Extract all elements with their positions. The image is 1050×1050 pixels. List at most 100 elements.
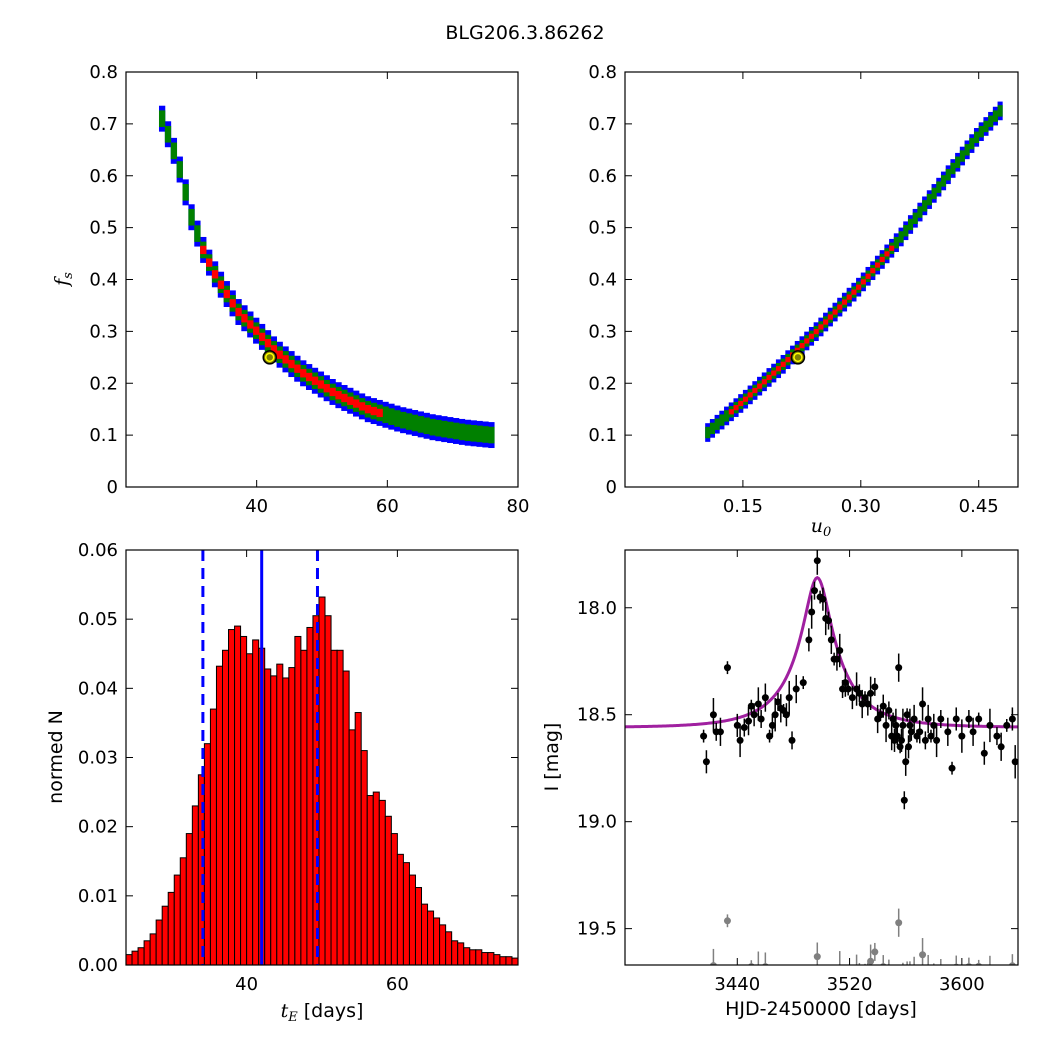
plot-frame: [125, 71, 519, 488]
histogram-bar: [330, 649, 338, 966]
histogram-bar: [228, 629, 236, 966]
y-tick-label: 0.3: [89, 321, 118, 342]
data-point: [910, 715, 918, 723]
grid-cell: [719, 414, 725, 426]
residual-point: [998, 990, 1005, 997]
data-point: [774, 698, 782, 706]
grid-cell: [799, 343, 805, 349]
histogram-bar: [505, 956, 513, 966]
x-tick-label: 40: [245, 496, 268, 517]
histogram-bar: [342, 670, 350, 966]
y-tick-label: 0.6: [89, 166, 118, 187]
histogram-bar: [427, 910, 435, 966]
grid-cell: [780, 361, 786, 367]
data-point: [723, 664, 731, 672]
histogram-bar: [276, 663, 284, 966]
figure-title: BLG206.3.86262: [445, 22, 605, 44]
grid-cell: [747, 392, 753, 398]
grid-cell: [329, 387, 336, 397]
residual-point: [949, 1013, 956, 1020]
residual-point: [723, 917, 731, 925]
plot-frame: [624, 71, 1019, 488]
residual-point: [774, 981, 781, 988]
residual-point: [922, 987, 929, 994]
x-axis-label: HJD-2450000 [days]: [725, 998, 917, 1020]
data-point: [958, 732, 966, 740]
grid-cell: [164, 125, 172, 143]
axis-ticks: 0.15 0.30 0.45 0 0.1 0.2 0.3 0.4 0.5 0.6 0.7 0.8: [588, 62, 1018, 517]
data-points: [700, 550, 1018, 810]
histogram-bar: [252, 639, 260, 966]
x-tick-label: 80: [507, 496, 530, 517]
histogram-bar: [451, 940, 459, 966]
histogram-bar: [300, 649, 308, 966]
data-point: [986, 721, 994, 729]
data-point: [702, 758, 710, 766]
grid-cell: [705, 426, 711, 439]
residual-point: [890, 972, 897, 979]
data-point: [882, 721, 890, 729]
grid-cell: [738, 400, 744, 407]
y-axis-label: fs: [51, 272, 76, 288]
grid-cell: [358, 402, 366, 411]
histogram-bar: [131, 950, 139, 966]
histogram-bar: [167, 891, 175, 966]
grid-cell: [870, 268, 876, 274]
data-point: [937, 715, 945, 723]
residual-point: [874, 979, 881, 986]
histogram-bar: [372, 791, 380, 966]
residual-point: [772, 990, 779, 997]
data-point: [813, 557, 821, 565]
grid-cell: [889, 245, 895, 251]
data-point: [819, 595, 827, 603]
grid-cell: [182, 184, 189, 201]
grid-cell: [766, 374, 772, 381]
histogram-bar: [143, 940, 151, 966]
y-tick-label: 0.01: [78, 886, 118, 907]
histogram-bar: [511, 957, 519, 966]
data-point: [893, 732, 901, 740]
histogram-bar: [390, 833, 398, 966]
data-point: [900, 796, 908, 804]
histogram-bar: [487, 952, 495, 966]
grid-cell: [733, 405, 739, 411]
data-point: [895, 664, 903, 672]
grid-cell: [353, 399, 360, 408]
data-point: [907, 728, 915, 736]
likelihood-grid: [158, 105, 495, 449]
grid-cell: [253, 326, 260, 335]
grid-cell: [893, 236, 899, 249]
histogram-bar: [324, 615, 332, 966]
grid-cell: [898, 231, 904, 243]
residual-point: [885, 965, 892, 972]
model-curve: [625, 575, 1018, 729]
grid-cell: [761, 379, 767, 385]
grid-cell: [992, 110, 998, 122]
residual-point: [906, 975, 913, 982]
data-point: [933, 736, 941, 744]
x-tick-label: 3440: [714, 974, 760, 995]
histogram-bar: [306, 626, 314, 966]
residual-point: [819, 980, 826, 987]
grid-cell: [488, 426, 495, 444]
grid-cell: [229, 299, 236, 308]
grid-cell: [851, 289, 857, 295]
grid-cell: [775, 366, 782, 372]
grid-cell: [931, 187, 937, 200]
data-point: [993, 732, 1001, 740]
histogram-bar: [445, 931, 453, 966]
y-tick-label: 0.03: [78, 748, 118, 769]
grid-cell: [926, 193, 932, 206]
y-tick-label: 0.05: [78, 609, 118, 630]
data-point: [785, 694, 793, 702]
residual-point: [911, 967, 918, 974]
grid-cell: [394, 410, 401, 427]
residual-point: [888, 990, 895, 997]
histogram-bar: [475, 949, 483, 966]
grid-cell: [827, 314, 833, 320]
residual-point: [1008, 962, 1016, 965]
data-point: [867, 689, 875, 697]
grid-cell: [813, 329, 819, 335]
residual-point: [877, 973, 884, 980]
